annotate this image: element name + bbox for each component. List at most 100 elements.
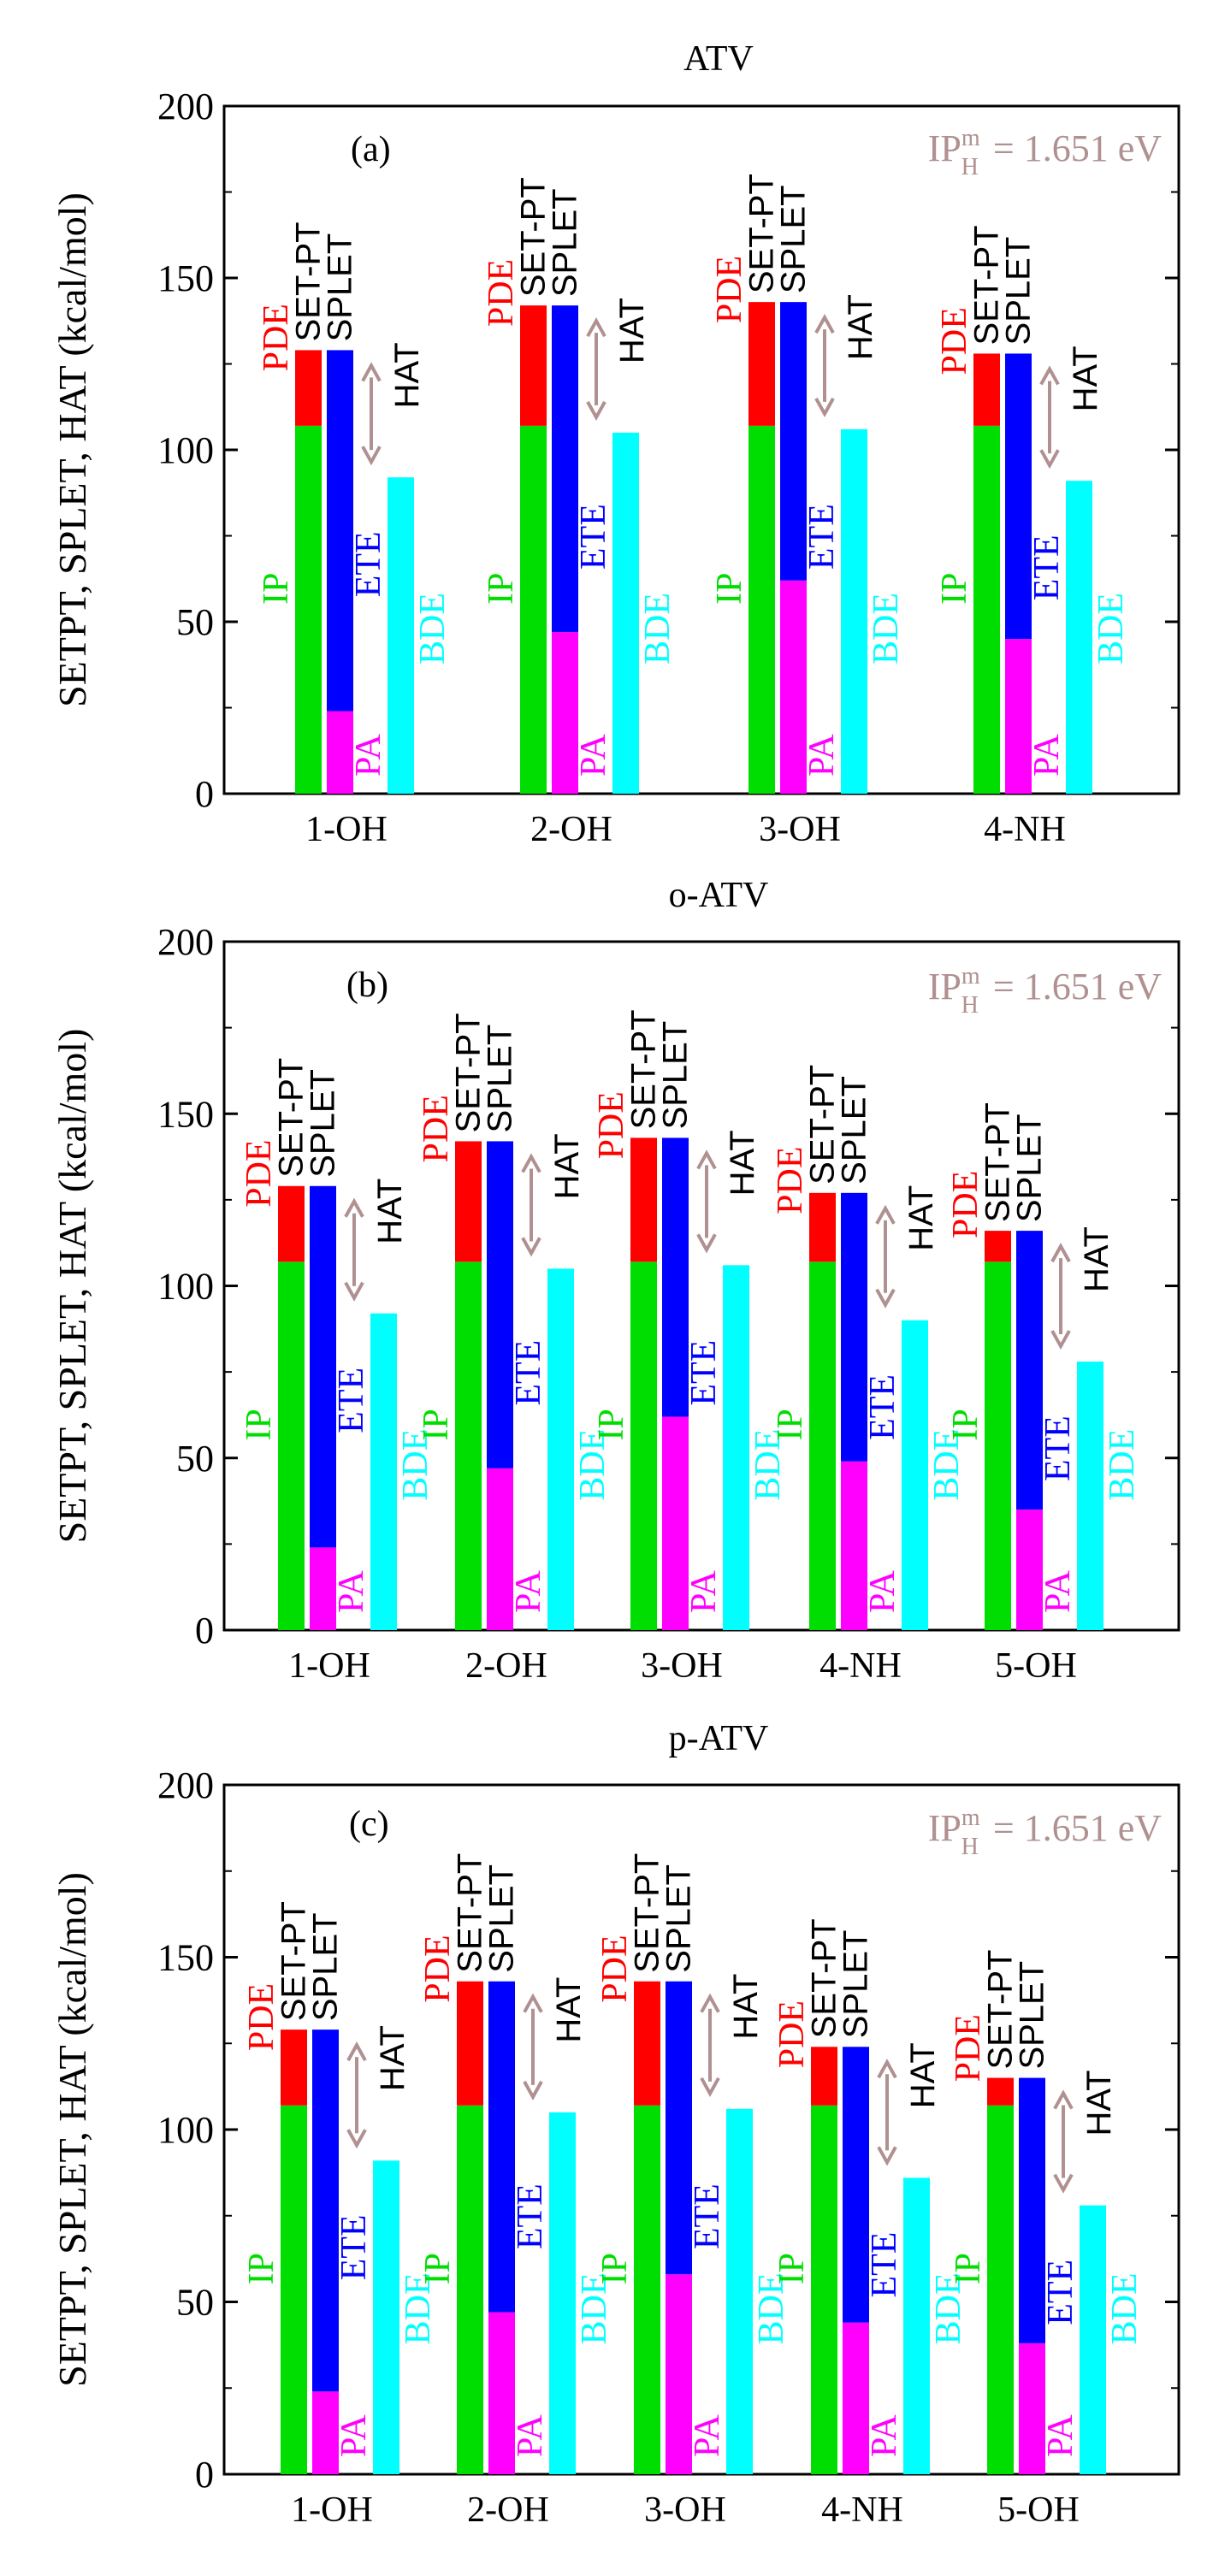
ete-arrow-head-down bbox=[877, 2146, 897, 2166]
label-bde: BDE bbox=[399, 2273, 438, 2345]
bar-ete bbox=[841, 1192, 867, 1462]
bar-ete bbox=[1005, 353, 1032, 640]
label-pa: PA bbox=[1027, 733, 1067, 777]
ete-arrow-head-up bbox=[361, 362, 382, 382]
y-tick-label: 100 bbox=[157, 2109, 214, 2151]
label-pa: PA bbox=[688, 2414, 727, 2457]
label-ete: ETE bbox=[349, 531, 388, 597]
bar-bde bbox=[612, 432, 639, 794]
ete-arrow-head-up bbox=[1053, 2089, 1074, 2110]
y-axis-label: SETPT, SPLET, HAT (kcal/mol) bbox=[50, 192, 94, 707]
label-ete: ETE bbox=[1038, 1415, 1078, 1481]
label-pde: PDE bbox=[242, 1983, 281, 2051]
x-tick-label: 2-OH bbox=[530, 810, 612, 849]
y-tick-label: 50 bbox=[176, 2282, 214, 2324]
label-hat: HAT bbox=[727, 1974, 765, 2040]
label-setpt: SET-PT bbox=[290, 222, 328, 341]
x-tick-label: 1-OH bbox=[291, 2490, 373, 2530]
bar-bde bbox=[547, 1268, 574, 1630]
label-ete: ETE bbox=[511, 2183, 550, 2249]
bar-pde bbox=[295, 350, 322, 426]
ete-arrow-head-down bbox=[875, 1288, 896, 1309]
label-ete: ETE bbox=[332, 1368, 371, 1433]
ete-arrow-head-down bbox=[1039, 449, 1060, 470]
bar-ip bbox=[457, 2105, 483, 2474]
y-tick-label: 0 bbox=[195, 2454, 214, 2496]
ip-annotation-value: = 1.651 eV bbox=[984, 127, 1162, 169]
label-pa: PA bbox=[511, 2414, 550, 2457]
ete-arrow-head-down bbox=[1053, 2173, 1074, 2194]
ete-arrow-head-down bbox=[696, 1233, 717, 1254]
label-bde: BDE bbox=[575, 2273, 614, 2345]
bar-ete bbox=[662, 1137, 689, 1417]
label-ete: ETE bbox=[509, 1340, 548, 1406]
x-tick-label: 3-OH bbox=[759, 810, 841, 849]
label-pde: PDE bbox=[592, 1091, 631, 1159]
label-bde: BDE bbox=[396, 1429, 435, 1501]
label-ip: IP bbox=[592, 1409, 631, 1440]
y-tick-label: 200 bbox=[157, 921, 214, 963]
label-pde: PDE bbox=[417, 1095, 456, 1162]
bar-bde bbox=[726, 2108, 753, 2474]
bar-bde bbox=[1080, 2205, 1106, 2474]
bar-ip bbox=[809, 1261, 836, 1630]
label-pa: PA bbox=[1038, 1569, 1078, 1613]
bar-ete bbox=[1016, 1231, 1043, 1510]
bar-pa bbox=[662, 1416, 689, 1630]
ete-arrow-head-up bbox=[814, 314, 835, 334]
ete-arrow-head-down bbox=[523, 2080, 543, 2100]
bar-ete bbox=[487, 1141, 513, 1468]
label-bde: BDE bbox=[1105, 2273, 1145, 2345]
label-pa: PA bbox=[332, 1569, 371, 1613]
bar-bde bbox=[1077, 1362, 1103, 1630]
panel-label: (c) bbox=[349, 1805, 389, 1844]
label-hat: HAT bbox=[374, 2025, 411, 2091]
label-setpt: SET-PT bbox=[968, 225, 1006, 345]
bar-bde bbox=[1066, 481, 1092, 794]
label-splet: SPLET bbox=[1014, 1961, 1051, 2070]
label-pa: PA bbox=[684, 1569, 724, 1613]
bar-pa bbox=[488, 2312, 515, 2474]
label-pde: PDE bbox=[949, 2014, 988, 2082]
bar-bde bbox=[373, 2160, 399, 2474]
label-setpt: SET-PT bbox=[515, 177, 553, 297]
y-tick-label: 150 bbox=[157, 257, 214, 299]
label-ete: ETE bbox=[684, 1340, 724, 1406]
bar-pa bbox=[310, 1547, 336, 1630]
y-axis-label: SETPT, SPLET, HAT (kcal/mol) bbox=[50, 1029, 94, 1544]
bar-ip bbox=[630, 1261, 657, 1630]
bar-ete bbox=[310, 1185, 336, 1548]
label-pde: PDE bbox=[418, 1935, 458, 2002]
x-tick-label: 4-NH bbox=[819, 1646, 902, 1686]
label-ete: ETE bbox=[1041, 2260, 1080, 2325]
y-tick-label: 100 bbox=[157, 429, 214, 471]
label-setpt: SET-PT bbox=[273, 1058, 311, 1178]
ip-annotation: IPm H = 1.651 eV bbox=[928, 125, 1162, 180]
x-tick-label: 1-OH bbox=[288, 1646, 370, 1686]
label-splet: SPLET bbox=[836, 1076, 873, 1185]
bar-pde bbox=[973, 353, 1000, 426]
label-splet: SPLET bbox=[1000, 237, 1038, 346]
y-tick-label: 200 bbox=[157, 86, 214, 127]
label-ip: IP bbox=[595, 2253, 635, 2284]
ip-annotation-main: IP bbox=[928, 966, 961, 1007]
ip-annotation-sub: H bbox=[961, 992, 979, 1019]
label-ip: IP bbox=[935, 573, 974, 605]
panel-label: (b) bbox=[346, 966, 388, 1005]
bar-bde bbox=[903, 2177, 930, 2474]
x-tick-label: 4-NH bbox=[821, 2490, 903, 2530]
ip-annotation-sup: m bbox=[961, 963, 980, 990]
label-bde: BDE bbox=[748, 1429, 788, 1501]
panel-label: (a) bbox=[351, 130, 391, 169]
ip-annotation-sup: m bbox=[961, 125, 980, 151]
label-hat: HAT bbox=[388, 342, 426, 408]
bar-pde bbox=[748, 302, 775, 426]
ete-arrow-head-up bbox=[1050, 1242, 1071, 1263]
y-tick-label: 150 bbox=[157, 1937, 214, 1979]
ip-annotation-main: IP bbox=[928, 127, 961, 169]
bar-pde bbox=[520, 305, 547, 426]
label-bde: BDE bbox=[927, 1429, 967, 1501]
ip-annotation-sub: H bbox=[961, 1834, 979, 1860]
label-setpt: SET-PT bbox=[450, 1013, 488, 1132]
